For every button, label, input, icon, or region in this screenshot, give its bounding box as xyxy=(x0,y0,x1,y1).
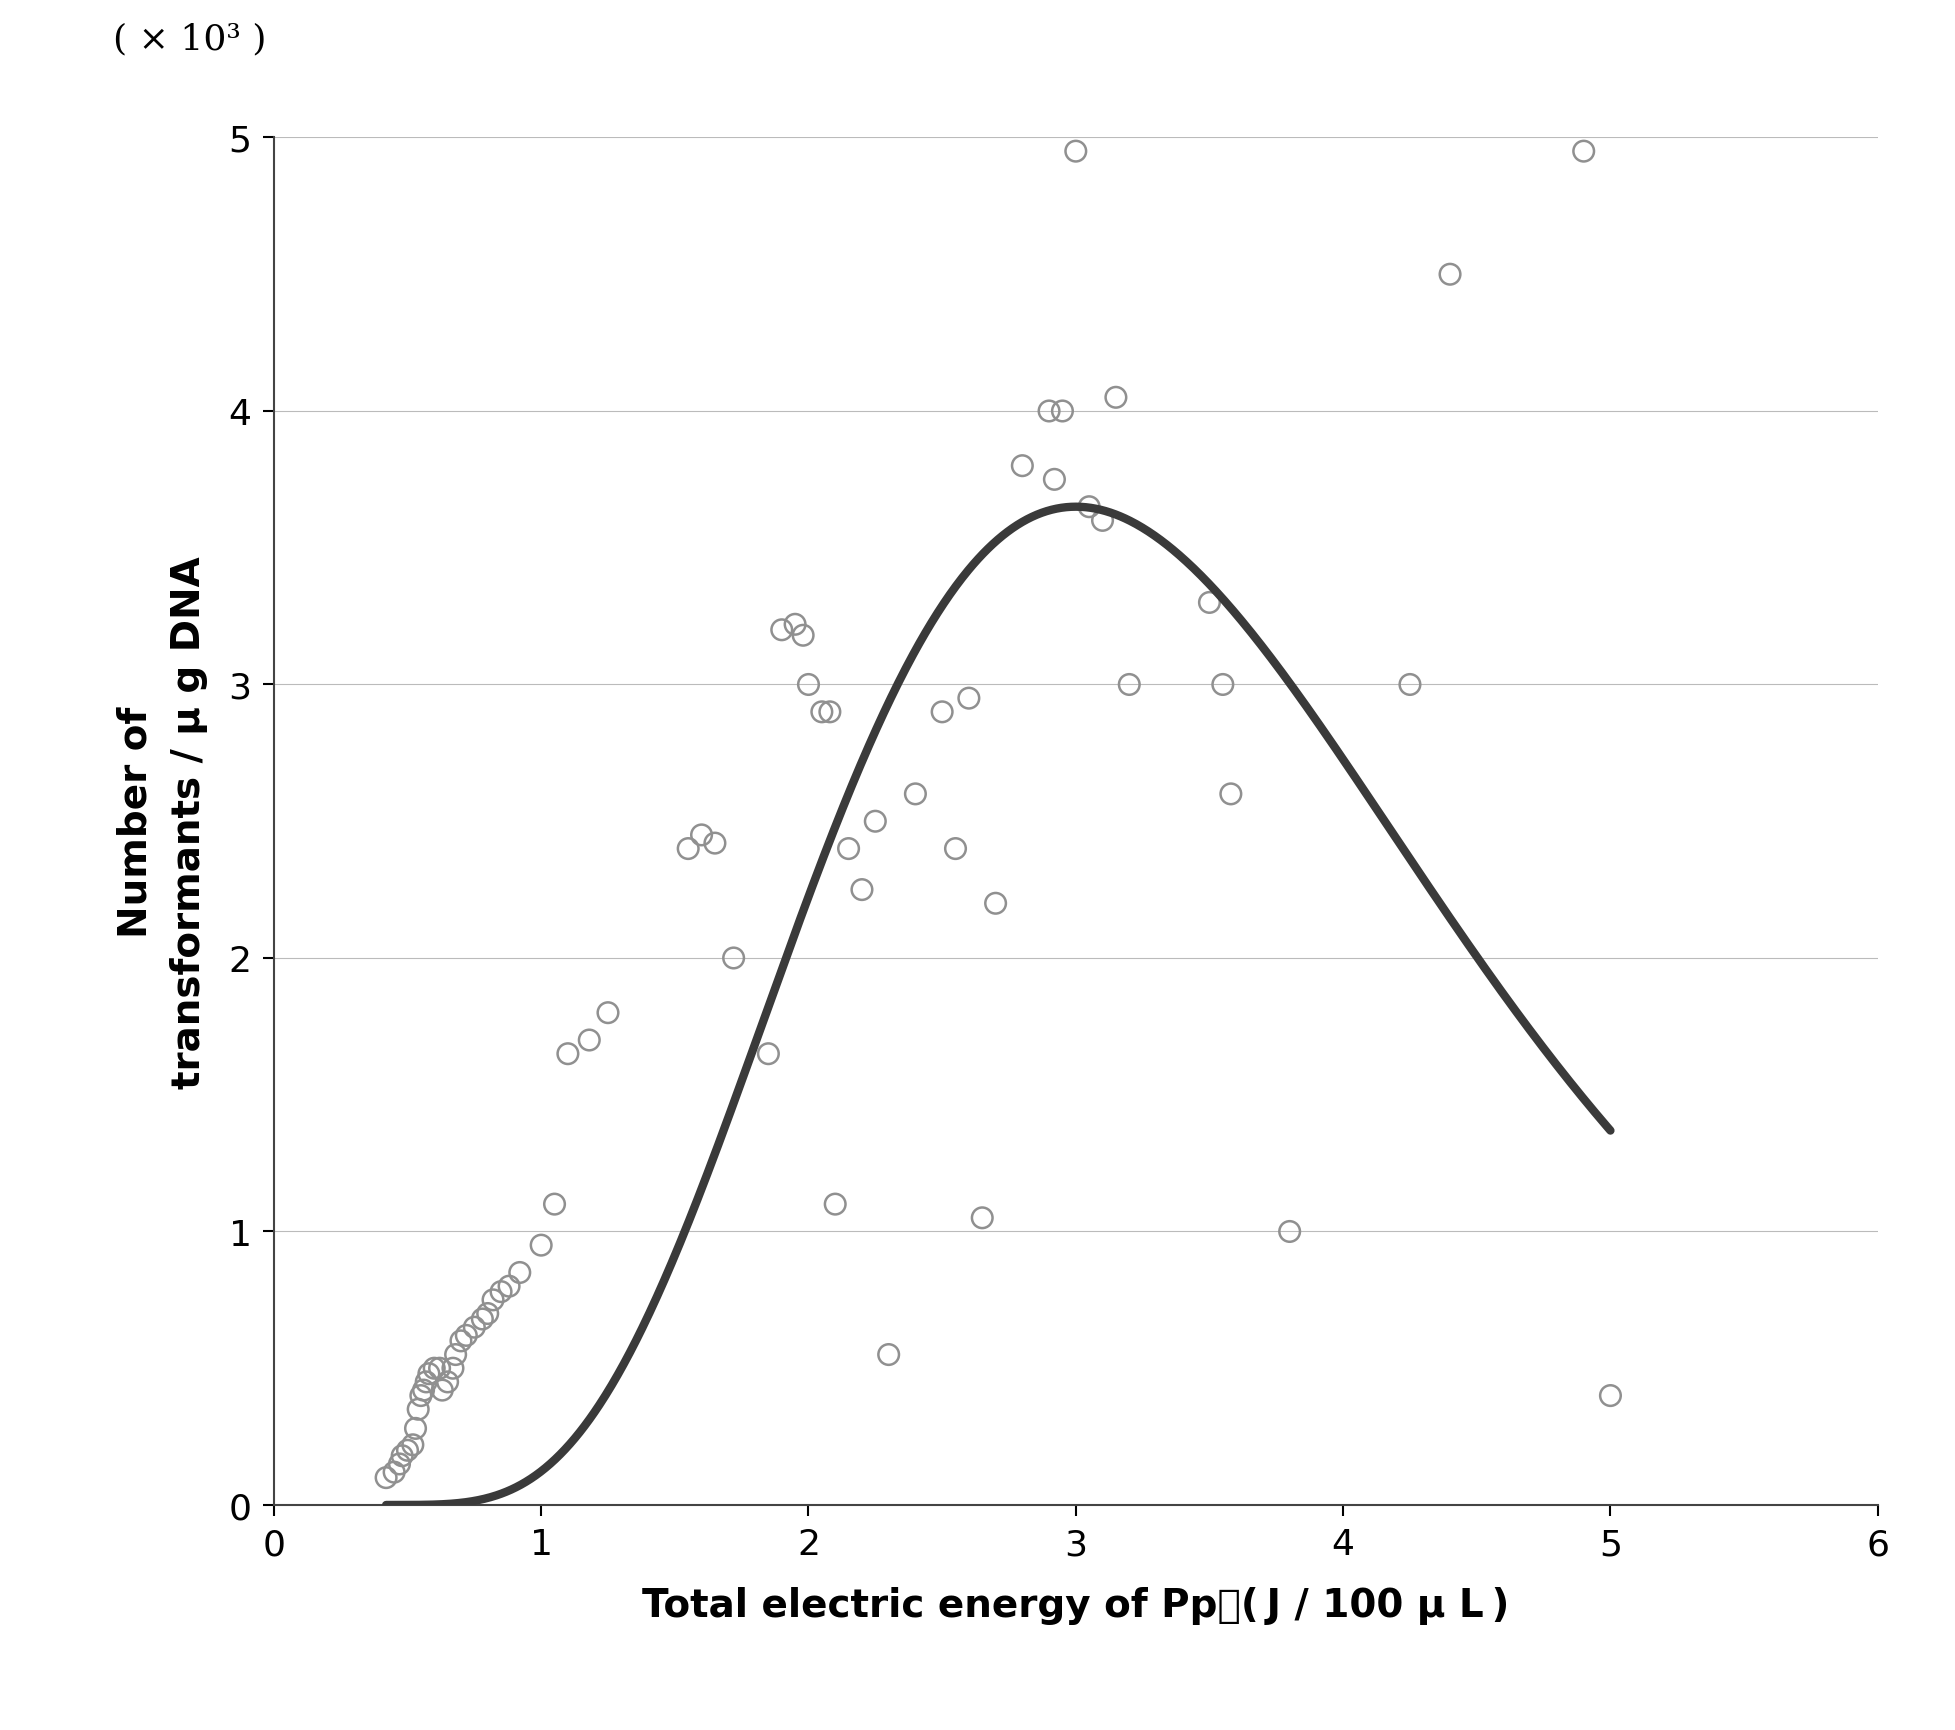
Point xyxy=(899,780,931,808)
Point xyxy=(471,1299,502,1327)
Point xyxy=(1073,493,1105,521)
Point xyxy=(1038,465,1069,493)
Point xyxy=(1273,1218,1304,1246)
Point xyxy=(1593,1382,1625,1410)
Point xyxy=(409,1377,440,1405)
Point xyxy=(938,836,970,863)
Point xyxy=(413,1360,444,1387)
X-axis label: Total electric energy of Pp　( J / 100 μ L ): Total electric energy of Pp ( J / 100 μ … xyxy=(641,1586,1509,1624)
Point xyxy=(1206,671,1238,699)
Point xyxy=(673,836,704,863)
Point xyxy=(1046,398,1077,426)
Point xyxy=(504,1259,536,1287)
Point xyxy=(538,1190,569,1218)
Point xyxy=(979,889,1011,917)
Point xyxy=(700,830,731,858)
Point xyxy=(1214,780,1245,808)
Point xyxy=(788,623,819,650)
Point xyxy=(819,1190,850,1218)
Point xyxy=(391,1436,422,1464)
Point xyxy=(457,1313,489,1341)
Point xyxy=(405,1382,436,1410)
Text: ( × 10³ ): ( × 10³ ) xyxy=(113,22,266,57)
Point xyxy=(805,699,837,727)
Point xyxy=(1433,261,1464,289)
Point xyxy=(717,945,749,972)
Point xyxy=(1568,138,1599,166)
Point xyxy=(377,1458,411,1486)
Point xyxy=(418,1355,450,1382)
Point xyxy=(686,822,717,849)
Point xyxy=(477,1287,508,1315)
Point xyxy=(467,1306,499,1334)
Point xyxy=(397,1431,428,1458)
Point xyxy=(1007,453,1038,481)
Point xyxy=(383,1450,414,1477)
Point xyxy=(1060,138,1091,166)
Point xyxy=(872,1341,903,1368)
Point xyxy=(526,1232,557,1259)
Point xyxy=(592,1000,624,1028)
Point xyxy=(833,836,864,863)
Point xyxy=(440,1341,471,1368)
Point xyxy=(1087,507,1118,535)
Point xyxy=(778,611,809,638)
Point xyxy=(411,1368,442,1396)
Point xyxy=(450,1322,481,1349)
Y-axis label: Number of
transformants / μ g DNA: Number of transformants / μ g DNA xyxy=(117,555,207,1088)
Point xyxy=(485,1278,516,1306)
Point xyxy=(792,671,823,699)
Point xyxy=(1394,671,1425,699)
Point xyxy=(426,1377,457,1405)
Point xyxy=(1193,590,1224,618)
Point xyxy=(858,808,890,836)
Point xyxy=(424,1355,456,1382)
Point xyxy=(369,1464,401,1491)
Point xyxy=(847,875,878,903)
Point xyxy=(1099,384,1130,412)
Point xyxy=(493,1273,524,1301)
Point xyxy=(399,1415,430,1443)
Point xyxy=(766,616,798,644)
Point xyxy=(753,1040,784,1067)
Point xyxy=(966,1204,997,1232)
Point xyxy=(432,1368,463,1396)
Point xyxy=(952,685,983,713)
Point xyxy=(573,1026,604,1054)
Point xyxy=(551,1040,583,1067)
Point xyxy=(927,699,958,727)
Point xyxy=(403,1396,434,1424)
Point xyxy=(438,1355,469,1382)
Point xyxy=(1032,398,1064,426)
Point xyxy=(446,1327,477,1355)
Point xyxy=(387,1443,418,1470)
Point xyxy=(1112,671,1144,699)
Point xyxy=(813,699,845,727)
